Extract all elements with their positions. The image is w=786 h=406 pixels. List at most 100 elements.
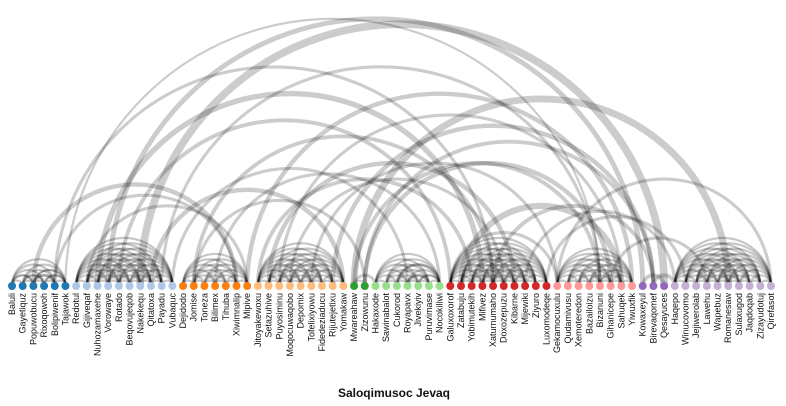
link-arc: [449, 247, 527, 287]
node-dot: [617, 282, 626, 290]
link-arc: [481, 258, 537, 287]
node-label: Rixoqowoh: [39, 293, 49, 338]
node-dot: [211, 282, 220, 290]
node-label: Ziyuro: [531, 293, 541, 318]
link-arc: [255, 177, 474, 287]
node-dot: [638, 282, 647, 290]
node-dot: [499, 282, 508, 290]
node-label: Bazailoizu: [584, 293, 594, 334]
link-arc: [310, 268, 345, 287]
node-dot: [371, 282, 380, 290]
link-arc: [449, 242, 537, 287]
link-arc: [705, 268, 741, 287]
node-label: Baluli: [7, 293, 17, 315]
link-arc: [470, 263, 516, 287]
node-dot: [104, 282, 113, 290]
node-label: Bizanuni: [595, 293, 605, 328]
link-arc: [459, 268, 495, 287]
link-arc: [256, 252, 324, 287]
link-arc: [695, 263, 741, 287]
link-arc: [267, 252, 334, 287]
node-layer: [8, 282, 775, 290]
link-arc: [457, 202, 625, 287]
node-label: Zatabuju: [456, 293, 466, 328]
node-dot: [296, 282, 305, 290]
link-arc: [85, 204, 249, 287]
link-arc: [278, 268, 313, 287]
link-arc: [75, 268, 110, 287]
node-dot: [606, 282, 615, 290]
node-dot: [179, 282, 188, 290]
link-arc: [75, 252, 142, 287]
link-arc: [75, 263, 121, 287]
link-arc: [266, 160, 517, 287]
link-arc: [727, 263, 773, 287]
link-arc: [191, 134, 495, 287]
link-arc: [256, 242, 345, 287]
node-dot: [318, 282, 327, 290]
node-label: Tihuba: [221, 293, 231, 320]
node-label: Bilimex: [210, 293, 220, 323]
link-arc: [406, 268, 441, 287]
link-arc: [470, 247, 548, 287]
link-arc: [695, 258, 751, 287]
node-label: Moqocuwaqobo: [285, 293, 295, 357]
node-dot: [563, 282, 572, 290]
link-arc: [705, 258, 762, 287]
link-arc: [374, 268, 409, 287]
node-label: Sahuqek: [616, 293, 626, 329]
link-arc: [684, 268, 719, 287]
link-arc: [288, 177, 506, 287]
node-label: Winucovomo: [680, 293, 690, 345]
link-arc: [362, 140, 656, 287]
link-arc: [470, 258, 527, 287]
link-arc: [481, 268, 516, 287]
node-label: Setazuhive: [264, 293, 274, 338]
node-dot: [136, 282, 145, 290]
link-arc: [684, 247, 762, 287]
node-dot: [628, 282, 637, 290]
link-arc: [352, 161, 602, 287]
link-arc: [449, 268, 484, 287]
link-arc: [21, 263, 67, 287]
node-label: Dejidodo: [178, 293, 188, 329]
node-dot: [18, 282, 27, 290]
node-label: Vorowaye: [103, 293, 113, 333]
node-label: Xiwimnalip: [231, 293, 241, 336]
node-dot: [702, 282, 711, 290]
node-label: Rotado: [114, 293, 124, 322]
node-dot: [435, 282, 444, 290]
node-dot: [734, 282, 743, 290]
link-arc: [181, 263, 227, 287]
node-dot: [275, 282, 284, 290]
link-arc: [96, 258, 153, 287]
link-arc: [470, 252, 537, 287]
node-dot: [681, 282, 690, 290]
link-arc: [673, 252, 741, 287]
link-arc: [107, 268, 142, 287]
link-arc: [385, 263, 431, 287]
link-arc: [556, 252, 623, 287]
node-dot: [125, 282, 134, 290]
link-arc: [374, 263, 420, 287]
node-dot: [29, 282, 38, 290]
link-arc: [96, 268, 131, 287]
link-arc: [577, 263, 623, 287]
node-dot: [403, 282, 412, 290]
node-label: Galuxoxorof: [445, 293, 455, 342]
node-dot: [82, 282, 91, 290]
link-arc: [556, 263, 602, 287]
node-dot: [40, 282, 49, 290]
node-dot: [285, 282, 294, 290]
link-arc: [449, 236, 548, 287]
node-dot: [382, 282, 391, 290]
node-dot: [456, 282, 465, 290]
link-arc: [459, 247, 537, 287]
link-arc: [727, 268, 762, 287]
node-dot: [767, 282, 775, 290]
link-arc: [181, 268, 217, 287]
link-arc: [362, 161, 613, 287]
link-arc: [170, 167, 410, 287]
node-label: Qitatoxa: [146, 293, 156, 327]
node-label: Kibarne: [509, 293, 519, 324]
